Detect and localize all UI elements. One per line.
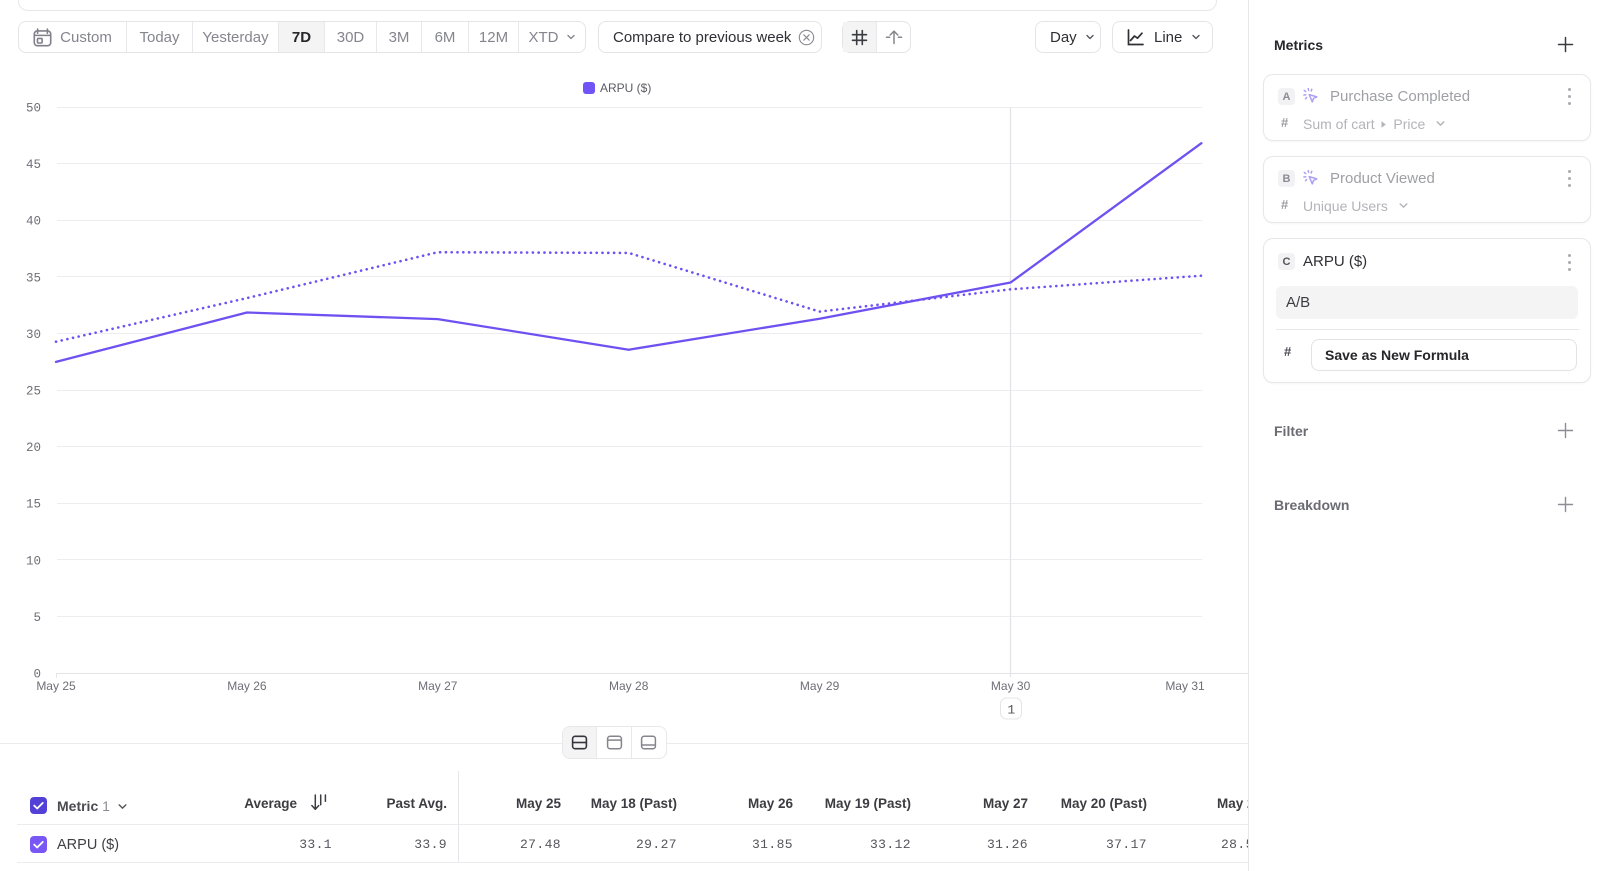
svg-text:20: 20	[26, 441, 41, 455]
svg-text:1: 1	[1007, 703, 1015, 718]
svg-text:May 25: May 25	[36, 679, 76, 693]
svg-text:May 27: May 27	[418, 679, 458, 693]
svg-text:May 30: May 30	[991, 679, 1031, 693]
svg-text:May 29: May 29	[800, 679, 840, 693]
svg-text:35: 35	[26, 271, 41, 285]
svg-text:50: 50	[26, 102, 41, 116]
svg-text:0: 0	[33, 668, 41, 682]
svg-text:5: 5	[33, 611, 41, 625]
svg-text:25: 25	[26, 385, 41, 399]
svg-text:45: 45	[26, 158, 41, 172]
svg-text:May 31: May 31	[1165, 679, 1205, 693]
svg-text:15: 15	[26, 498, 41, 512]
svg-text:40: 40	[26, 215, 41, 229]
svg-text:30: 30	[26, 328, 41, 342]
svg-text:May 26: May 26	[227, 679, 267, 693]
svg-text:May 28: May 28	[609, 679, 649, 693]
svg-text:10: 10	[26, 554, 41, 568]
